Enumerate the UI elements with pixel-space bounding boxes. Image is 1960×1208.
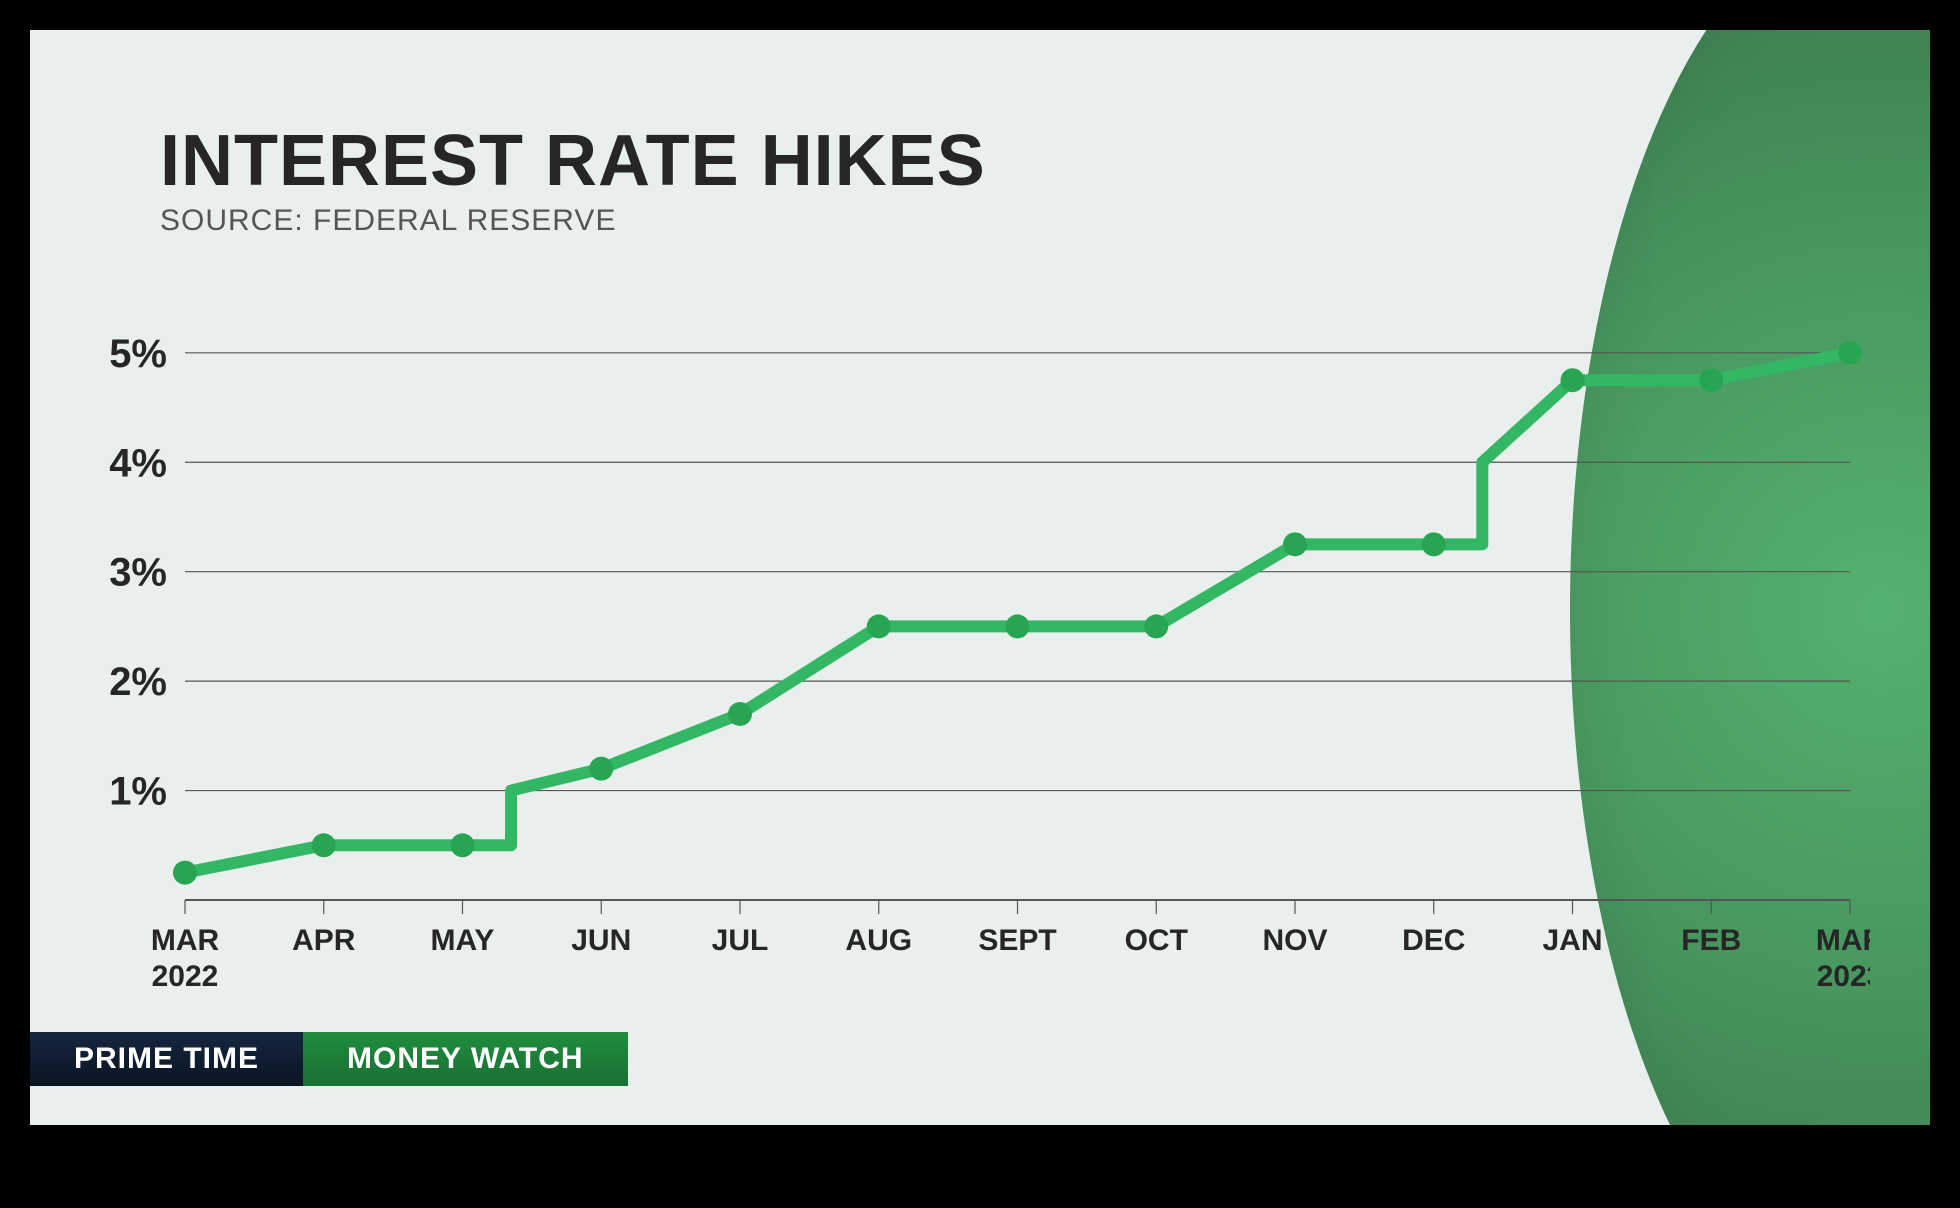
lower-third-money: MONEY WATCH (303, 1032, 628, 1086)
ytick-label: 3% (109, 551, 167, 595)
xtick-label: APR (292, 924, 356, 957)
lower-third: PRIME TIME MONEY WATCH (30, 1032, 628, 1086)
xtick-year-start: 2022 (152, 960, 219, 993)
rate-marker (312, 833, 336, 857)
rate-marker (1283, 532, 1307, 556)
lower-third-prime: PRIME TIME (30, 1032, 303, 1086)
xtick-label: SEPT (978, 924, 1056, 957)
chart-title: INTEREST RATE HIKES (160, 120, 986, 202)
rate-marker (1144, 614, 1168, 638)
xtick-year-end: 2023 (1817, 960, 1870, 993)
rate-marker (1699, 368, 1723, 392)
rate-marker (1422, 532, 1446, 556)
xtick-label: OCT (1125, 924, 1188, 957)
rate-marker (173, 861, 197, 885)
broadcast-frame: INTEREST RATE HIKES SOURCE: FEDERAL RESE… (0, 0, 1960, 1208)
rate-marker (589, 757, 613, 781)
ytick-label: 5% (109, 332, 167, 376)
rate-marker (1838, 341, 1862, 365)
rate-marker (728, 702, 752, 726)
line-chart-svg: 1%2%3%4%5%MAR2022APRMAYJUNJULAUGSEPTOCTN… (90, 310, 1870, 1000)
xtick-label: JAN (1542, 924, 1602, 957)
ytick-label: 4% (109, 441, 167, 485)
title-block: INTEREST RATE HIKES SOURCE: FEDERAL RESE… (160, 120, 986, 238)
chart-source: SOURCE: FEDERAL RESERVE (160, 204, 986, 238)
rate-marker (867, 614, 891, 638)
xtick-label: JUN (571, 924, 631, 957)
xtick-label: MAY (431, 924, 495, 957)
xtick-label: JUL (712, 924, 769, 957)
xtick-label: NOV (1262, 924, 1327, 957)
ytick-label: 2% (109, 660, 167, 704)
xtick-label: MAR (1816, 924, 1870, 957)
rate-marker (451, 833, 475, 857)
ytick-label: 1% (109, 770, 167, 814)
rate-marker (1561, 368, 1585, 392)
xtick-label: DEC (1402, 924, 1465, 957)
xtick-label: AUG (845, 924, 912, 957)
chart-panel: INTEREST RATE HIKES SOURCE: FEDERAL RESE… (30, 30, 1930, 1125)
rate-marker (1006, 614, 1030, 638)
xtick-label: FEB (1681, 924, 1741, 957)
rate-line (185, 353, 1850, 873)
chart-area: 1%2%3%4%5%MAR2022APRMAYJUNJULAUGSEPTOCTN… (90, 310, 1870, 1000)
xtick-label: MAR (151, 924, 220, 957)
